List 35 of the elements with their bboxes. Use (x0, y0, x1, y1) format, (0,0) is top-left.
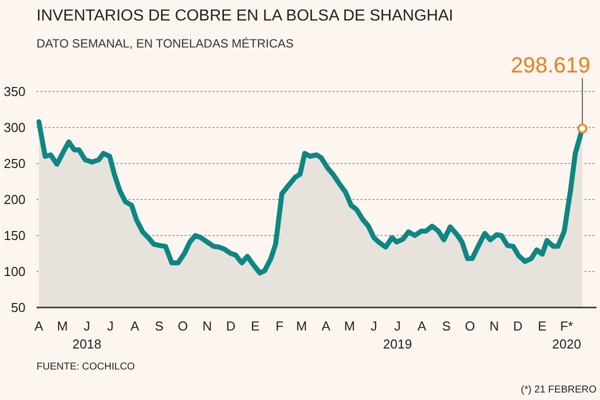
x-tick-label: J 2019 (383, 318, 412, 352)
text: (*) 21 FEBRERO (520, 384, 597, 396)
y-tick-label: 50 (11, 300, 26, 315)
chart-title: INVENTARIOS DE COBRE EN LA BOLSA DE SHANGHAI (36, 8, 454, 24)
x-tick-label: S (154, 318, 164, 334)
x-tick-label: F (276, 318, 284, 334)
x-tick-label: N (202, 318, 212, 334)
x-tick-label: E (538, 318, 547, 334)
y-tick-label: 250 (4, 156, 26, 171)
x-tick-label: J 2018 (72, 318, 102, 352)
x-tick-label: S (442, 318, 451, 334)
y-tick-label: 100 (4, 264, 26, 279)
x-tick-label: A (130, 318, 140, 334)
x-tick-label: M (296, 318, 307, 334)
x-tick-label: M (57, 318, 68, 334)
x-tick-label: J (370, 318, 378, 334)
x-tick-label: J (107, 318, 114, 334)
x-tick-label: A (418, 318, 427, 334)
x-tick-label: A (34, 318, 44, 334)
x-tick-label: O (464, 318, 475, 334)
y-tick-label: 200 (4, 192, 26, 207)
x-tick-label: D (513, 318, 523, 334)
y-tick-label: 150 (4, 228, 26, 243)
y-tick-label: 300 (4, 120, 26, 135)
chart-subtitle: DATO SEMANAL, EN TONELADAS MÉTRICAS (36, 36, 294, 50)
x-tick-label: E (250, 318, 260, 334)
x-tick-label: F* 2020 (552, 318, 582, 352)
x-tick-label: A (322, 318, 331, 334)
x-tick-label: D (226, 318, 236, 334)
y-tick-label: 350 (4, 84, 26, 99)
x-tick-label: O (178, 318, 188, 334)
annotation: 298.619 (510, 52, 590, 78)
source-note: FUENTE: COCHILCO (36, 362, 136, 372)
x-tick-label: M (344, 318, 355, 334)
x-tick-label: N (490, 318, 499, 334)
